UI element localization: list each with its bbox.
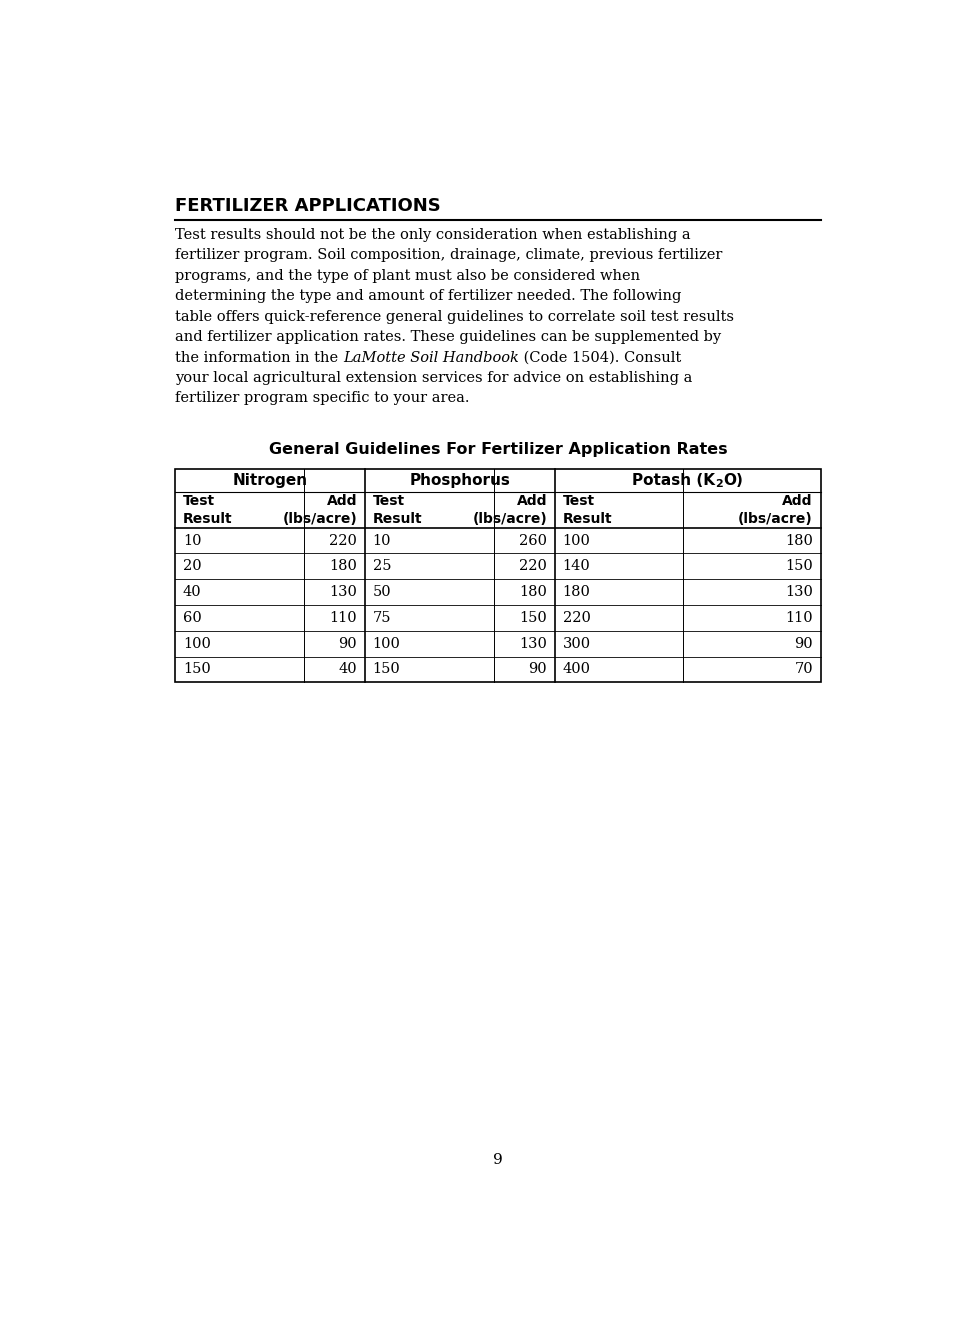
Text: 110: 110: [784, 611, 812, 625]
Text: Nitrogen: Nitrogen: [233, 473, 307, 488]
Text: 180: 180: [784, 533, 812, 548]
Text: 10: 10: [183, 533, 201, 548]
Text: the information in the: the information in the: [174, 350, 342, 365]
Text: 150: 150: [518, 611, 546, 625]
Text: FERTILIZER APPLICATIONS: FERTILIZER APPLICATIONS: [174, 198, 440, 215]
Text: fertilizer program. Soil composition, drainage, climate, previous fertilizer: fertilizer program. Soil composition, dr…: [174, 248, 721, 262]
Text: LaMotte Soil Handbook: LaMotte Soil Handbook: [342, 350, 518, 365]
Text: 100: 100: [562, 533, 590, 548]
Text: 110: 110: [329, 611, 356, 625]
Text: Test
Result: Test Result: [373, 494, 422, 525]
Text: 100: 100: [373, 637, 400, 651]
Text: Potash (K: Potash (K: [632, 473, 715, 488]
Text: 90: 90: [338, 637, 356, 651]
Text: 40: 40: [338, 663, 356, 676]
Text: 75: 75: [373, 611, 391, 625]
Text: Phosphorus: Phosphorus: [409, 473, 510, 488]
Text: 150: 150: [784, 560, 812, 573]
Text: fertilizer program specific to your area.: fertilizer program specific to your area…: [174, 391, 469, 405]
Text: your local agricultural extension services for advice on establishing a: your local agricultural extension servic…: [174, 371, 692, 385]
Text: 25: 25: [373, 560, 391, 573]
Text: 50: 50: [373, 585, 391, 599]
Text: Add
(lbs/acre): Add (lbs/acre): [472, 494, 546, 525]
Text: 2: 2: [715, 478, 722, 489]
Text: 140: 140: [562, 560, 590, 573]
Text: 100: 100: [183, 637, 211, 651]
Text: 90: 90: [794, 637, 812, 651]
Text: General Guidelines For Fertilizer Application Rates: General Guidelines For Fertilizer Applic…: [268, 442, 726, 457]
Text: 180: 180: [562, 585, 590, 599]
Text: Add
(lbs/acre): Add (lbs/acre): [282, 494, 356, 525]
Text: Add
(lbs/acre): Add (lbs/acre): [738, 494, 812, 525]
Text: 220: 220: [562, 611, 590, 625]
Text: table offers quick-reference general guidelines to correlate soil test results: table offers quick-reference general gui…: [174, 310, 733, 323]
Text: Test
Result: Test Result: [183, 494, 233, 525]
Text: and fertilizer application rates. These guidelines can be supplemented by: and fertilizer application rates. These …: [174, 330, 720, 345]
Text: 220: 220: [329, 533, 356, 548]
Text: 9: 9: [493, 1153, 502, 1166]
Text: programs, and the type of plant must also be considered when: programs, and the type of plant must als…: [174, 269, 639, 283]
Text: (Code 1504). Consult: (Code 1504). Consult: [518, 350, 680, 365]
Text: 40: 40: [183, 585, 201, 599]
Text: 130: 130: [518, 637, 546, 651]
Text: 10: 10: [373, 533, 391, 548]
Text: 400: 400: [562, 663, 590, 676]
Text: 130: 130: [329, 585, 356, 599]
Text: 300: 300: [562, 637, 590, 651]
Text: 180: 180: [329, 560, 356, 573]
Text: 90: 90: [528, 663, 546, 676]
Text: Test
Result: Test Result: [562, 494, 612, 525]
Text: 130: 130: [784, 585, 812, 599]
Text: 260: 260: [518, 533, 546, 548]
Text: 70: 70: [794, 663, 812, 676]
Text: 150: 150: [183, 663, 211, 676]
Text: Test results should not be the only consideration when establishing a: Test results should not be the only cons…: [174, 228, 690, 242]
Text: determining the type and amount of fertilizer needed. The following: determining the type and amount of ferti…: [174, 290, 680, 303]
Text: O): O): [722, 473, 742, 488]
Text: 220: 220: [518, 560, 546, 573]
Text: 180: 180: [518, 585, 546, 599]
Text: 60: 60: [183, 611, 201, 625]
Bar: [174, 469, 820, 683]
Text: 150: 150: [373, 663, 400, 676]
Text: 20: 20: [183, 560, 201, 573]
